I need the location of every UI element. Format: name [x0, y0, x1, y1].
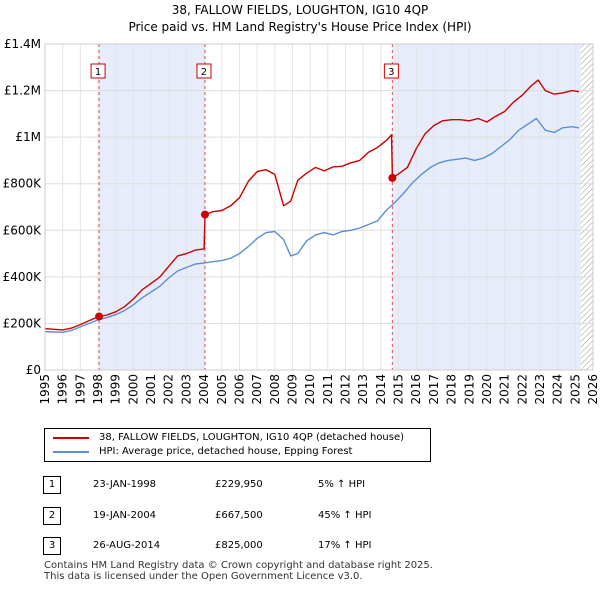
x-tick-label: 2005: [215, 374, 229, 405]
sale-price: £229,950: [215, 479, 263, 490]
shaded-region-1: [99, 44, 205, 370]
sale-3-marker-box: [383, 63, 399, 79]
x-tick-label: 2017: [427, 374, 441, 405]
sale-row-3: 3 26-AUG-2014 £825,000 17% ↑ HPI: [0, 537, 600, 555]
x-tick-label: 2022: [515, 374, 529, 405]
x-tick-label: 1999: [109, 374, 123, 405]
legend-swatch-hpi: [53, 451, 89, 453]
y-tick-label: £600K: [3, 223, 43, 237]
sale-price: £667,500: [215, 510, 263, 521]
sale-2-marker-box: [196, 63, 212, 79]
x-tick-label: 2006: [232, 374, 246, 405]
sale-hpi-change: 5% ↑ HPI: [318, 479, 366, 490]
x-tick-label: 1996: [56, 374, 70, 405]
forecast-hatch: [580, 44, 593, 370]
x-tick-label: 2002: [162, 374, 176, 405]
property-series-line: [44, 79, 580, 331]
sale-row-2: 2 19-JAN-2004 £667,500 45% ↑ HPI: [0, 507, 600, 525]
y-tick-label: £1M: [15, 130, 41, 144]
x-tick-label: 2003: [179, 374, 193, 405]
hpi-series-line: [44, 117, 580, 333]
x-tick-label: 2010: [303, 374, 317, 405]
x-tick-label: 2020: [480, 374, 494, 405]
sale-price: £825,000: [215, 540, 263, 551]
x-tick-label: 2007: [250, 374, 264, 405]
sale-date: 19-JAN-2004: [93, 510, 157, 521]
x-tick-label: 1995: [38, 374, 52, 405]
x-tick-label: 2014: [374, 374, 388, 405]
y-tick-label: £1.2M: [4, 84, 41, 98]
x-tick-label: 2026: [586, 374, 600, 405]
x-tick-label: 2004: [197, 374, 211, 405]
sale-2-point: [200, 210, 209, 219]
legend: 38, FALLOW FIELDS, LOUGHTON, IG10 4QP (d…: [44, 428, 431, 462]
x-tick-label: 2015: [392, 374, 406, 405]
sale-1-marker-label: 1: [95, 67, 101, 78]
x-tick-label: 2025: [568, 374, 582, 405]
footer: Contains HM Land Registry data © Crown c…: [44, 560, 433, 582]
x-tick-label: 2009: [285, 374, 299, 405]
y-tick-label: £400K: [3, 270, 43, 284]
sale-date: 26-AUG-2014: [93, 540, 161, 551]
chart-title: 38, FALLOW FIELDS, LOUGHTON, IG10 4QP: [171, 3, 429, 17]
sale-1-point: [95, 312, 104, 321]
y-tick-label: £0: [26, 363, 41, 377]
x-tick-label: 2013: [356, 374, 370, 405]
x-tick-label: 1998: [91, 374, 105, 405]
sale-2-marker-label: 2: [201, 67, 207, 78]
legend-label-hpi: HPI: Average price, detached house, Eppi…: [99, 446, 353, 457]
sale-row-1: 1 23-JAN-1998 £229,950 5% ↑ HPI: [0, 476, 600, 494]
y-tick-label: £200K: [3, 316, 43, 330]
x-tick-label: 2011: [321, 374, 335, 405]
sale-number: 2: [43, 507, 61, 525]
sale-hpi-change: 45% ↑ HPI: [318, 510, 372, 521]
y-tick-label: £800K: [3, 177, 43, 191]
plot-frame: [44, 43, 594, 371]
x-tick-label: 2019: [462, 374, 476, 405]
sale-date: 23-JAN-1998: [93, 479, 157, 490]
x-tick-label: 2018: [445, 374, 459, 405]
footer-licence: This data is licensed under the Open Gov…: [44, 571, 363, 582]
sale-1-marker-box: [90, 63, 106, 79]
x-tick-label: 2021: [498, 374, 512, 405]
chart-subtitle: Price paid vs. HM Land Registry's House …: [128, 20, 472, 34]
x-tick-label: 2023: [533, 374, 547, 405]
sale-hpi-change: 17% ↑ HPI: [318, 540, 372, 551]
x-tick-label: 2001: [144, 374, 158, 405]
footer-copyright: Contains HM Land Registry data © Crown c…: [44, 560, 433, 571]
x-tick-label: 2000: [126, 374, 140, 405]
sale-3-point: [388, 173, 397, 182]
legend-swatch-property: [53, 437, 89, 439]
x-tick-label: 2012: [339, 374, 353, 405]
x-tick-label: 2016: [409, 374, 423, 405]
sale-number: 3: [43, 537, 61, 555]
sale-3-marker-label: 3: [388, 67, 394, 78]
x-tick-label: 1997: [73, 374, 87, 405]
sale-number: 1: [43, 476, 61, 494]
x-tick-label: 2008: [268, 374, 282, 405]
price-chart: 1 2 3 £0 £200K £400K £600K £800K £1M £1.2M £1.4M 19…: [3, 37, 600, 405]
legend-label-property: 38, FALLOW FIELDS, LOUGHTON, IG10 4QP (d…: [99, 432, 405, 443]
y-tick-label: £1.4M: [4, 37, 41, 51]
x-tick-label: 2024: [551, 374, 565, 405]
